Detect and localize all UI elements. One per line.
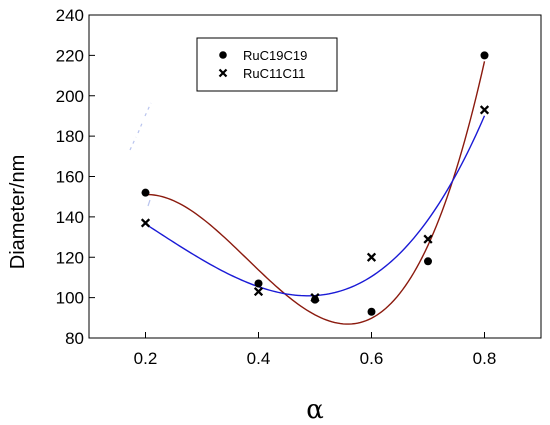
data-point-cross [253,286,264,297]
x-tick-label: 0.8 [473,349,497,368]
legend-label: RuC19C19 [243,48,307,63]
data-point-cross [366,252,377,262]
stray-dash [129,136,137,151]
x-tick-label: 0.4 [247,349,271,368]
data-point-cross [140,218,151,228]
y-axis: 80 100 120 140 160 180 200 220 240 [56,6,95,348]
x-tick-label: 0.6 [360,349,384,368]
y-tick-label: 200 [56,87,84,106]
y-tick-label: 160 [56,168,84,187]
legend-box [196,37,338,92]
data-markers [140,51,490,316]
y-tick-label: 100 [56,289,84,308]
y-tick-label: 220 [56,46,84,65]
data-point-cross [423,234,433,244]
y-tick-label: 180 [56,127,84,146]
data-point-circle [311,295,319,304]
fit-curve [145,61,486,325]
legend-label: RuC11C11 [243,66,305,81]
stray-dash [144,102,152,117]
legend: RuC19C19 RuC11C11 [196,37,338,92]
legend-marker-cross [218,68,228,78]
y-tick-label: 120 [56,248,84,267]
legend-marker-circle [219,51,227,59]
x-axis-title: α [306,395,324,425]
x-tick-label: 0.2 [134,349,158,368]
data-point-cross [479,105,490,115]
data-point-cross [310,293,320,303]
y-tick-label: 240 [56,6,84,25]
data-point-circle [254,279,263,288]
y-tick-label: 140 [56,208,84,227]
data-point-circle [480,51,489,60]
stray-dash [137,120,144,134]
data-point-circle [141,188,150,197]
data-point-circle [424,257,432,266]
data-point-circle [367,307,376,316]
y-axis-title: Diameter/nm [7,155,29,269]
x-axis: 0.2 0.4 0.6 0.8 [134,332,497,368]
stray-dash-marks [129,102,152,207]
y-tick-label: 80 [65,329,84,348]
stray-dash [147,199,151,207]
fit-curve [145,115,486,297]
fit-curves [145,61,486,325]
